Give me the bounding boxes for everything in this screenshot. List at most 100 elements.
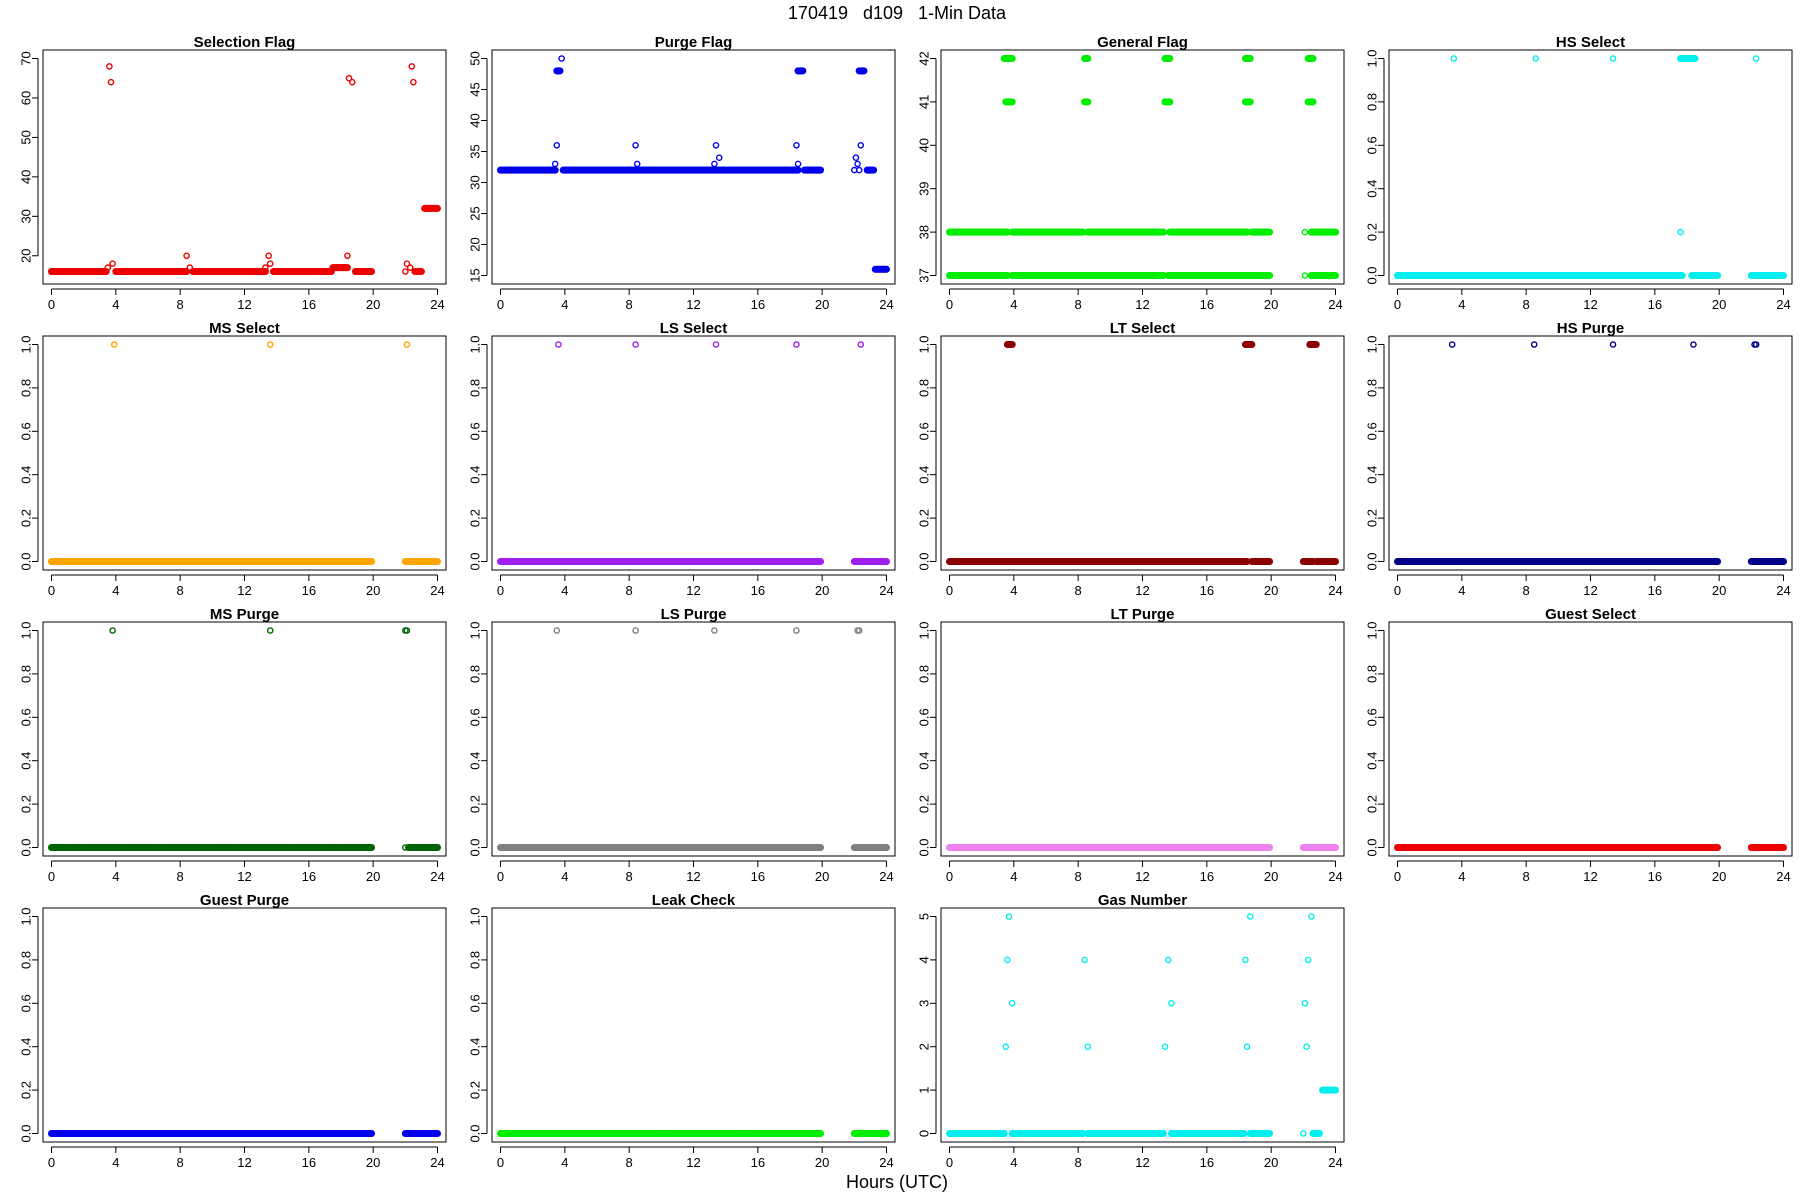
- x-axis: 0 4 8 12 16 20 24: [497, 288, 894, 312]
- y-tick-label: 20: [19, 249, 34, 263]
- data-point: [266, 341, 274, 348]
- data-point: [343, 264, 351, 271]
- x-axis: 0 4 8 12 16 20 24: [1394, 288, 1791, 312]
- data-point: [712, 141, 720, 149]
- data-point: [417, 268, 425, 275]
- data-point: [793, 341, 800, 348]
- y-tick-label: 1.0: [19, 335, 34, 353]
- x-tick-label: 20: [815, 297, 829, 312]
- y-tick-label: 0.8: [1365, 93, 1380, 111]
- x-tick-label: 12: [1583, 297, 1597, 312]
- data-point: [632, 341, 639, 348]
- figure-title: 170419 d109 1-Min Data: [788, 3, 1007, 23]
- x-axis: 0 4 8 12 16 20 24: [946, 288, 1343, 312]
- data-points: [946, 341, 1339, 565]
- data-point: [857, 141, 865, 149]
- x-tick-label: 20: [1712, 297, 1726, 312]
- y-tick-label: 35: [468, 144, 483, 158]
- x-tick-label: 4: [1458, 297, 1465, 312]
- panel-title: Selection Flag: [194, 34, 296, 51]
- x-tick-label: 16: [1200, 583, 1214, 598]
- data-point: [852, 154, 860, 161]
- data-point: [106, 63, 113, 70]
- x-tick-label: 12: [1135, 297, 1149, 312]
- data-point: [555, 341, 562, 348]
- y-tick-label: 1.0: [1365, 49, 1380, 67]
- data-point: [403, 341, 411, 348]
- y-tick-label: 0.8: [468, 379, 483, 397]
- data-point: [109, 260, 116, 267]
- x-tick-label: 12: [237, 297, 251, 312]
- x-tick-label: 4: [1010, 583, 1017, 598]
- y-axis: 0.00.20.40.60.81.0: [19, 335, 39, 571]
- x-tick-label: 4: [112, 583, 119, 598]
- data-point: [551, 166, 559, 174]
- data-point: [261, 268, 269, 275]
- y-tick-label: 0.2: [1365, 223, 1380, 241]
- x-tick-label: 4: [561, 297, 568, 312]
- data-point: [633, 160, 641, 168]
- data-point: [348, 78, 356, 86]
- y-tick-label: 0.4: [917, 466, 932, 484]
- panel-title: HS Select: [1556, 34, 1625, 51]
- data-points: [946, 55, 1339, 279]
- y-axis: 0.00.20.40.60.81.0: [468, 335, 488, 571]
- data-points: [1394, 55, 1787, 279]
- y-tick-label: 0.2: [19, 509, 34, 527]
- panel-title: LS Select: [660, 320, 728, 337]
- y-tick-label: 15: [468, 268, 483, 282]
- data-point: [110, 341, 118, 348]
- panel-title: General Flag: [1097, 34, 1188, 51]
- y-tick-label: 41: [917, 95, 932, 109]
- y-tick-label: 0.8: [917, 379, 932, 397]
- x-tick-label: 12: [686, 583, 700, 598]
- y-tick-label: 0.6: [468, 422, 483, 440]
- x-tick-label: 12: [237, 583, 251, 598]
- x-tick-label: 16: [1648, 297, 1662, 312]
- data-point: [403, 260, 411, 267]
- plot-frame: [491, 49, 896, 285]
- data-point: [367, 268, 375, 275]
- x-tick-label: 20: [366, 297, 380, 312]
- panel-title: LT Select: [1110, 320, 1176, 337]
- y-tick-label: 0.4: [19, 466, 34, 484]
- y-tick-label: 25: [468, 206, 483, 220]
- y-tick-label: 50: [468, 51, 483, 65]
- x-tick-label: 8: [177, 583, 184, 598]
- x-tick-label: 8: [1075, 297, 1082, 312]
- x-tick-label: 8: [1075, 583, 1082, 598]
- y-tick-label: 0.0: [19, 552, 34, 570]
- x-tick-label: 16: [751, 583, 765, 598]
- y-tick-label: 38: [917, 225, 932, 239]
- x-tick-label: 24: [1328, 583, 1342, 598]
- y-tick-label: 42: [917, 51, 932, 65]
- panel-title: MS Select: [209, 320, 280, 337]
- data-point: [344, 252, 351, 260]
- data-point: [1301, 228, 1309, 236]
- x-tick-label: 24: [1328, 297, 1342, 312]
- x-tick-label: 16: [302, 297, 316, 312]
- data-points: [497, 341, 890, 565]
- y-tick-label: 0.6: [917, 422, 932, 440]
- y-tick-label: 40: [19, 170, 34, 184]
- y-tick-label: 50: [19, 130, 34, 144]
- x-tick-label: 0: [946, 583, 953, 598]
- x-tick-label: 8: [1523, 297, 1530, 312]
- x-tick-label: 24: [879, 297, 893, 312]
- x-tick-label: 0: [48, 297, 55, 312]
- plot-frame: [1388, 49, 1793, 285]
- x-tick-label: 24: [1776, 297, 1790, 312]
- y-tick-label: 40: [468, 113, 483, 127]
- data-point: [632, 141, 639, 149]
- data-point: [1301, 272, 1309, 279]
- x-axis: 0 4 8 12 16 20 24: [497, 574, 894, 598]
- data-point: [410, 78, 417, 86]
